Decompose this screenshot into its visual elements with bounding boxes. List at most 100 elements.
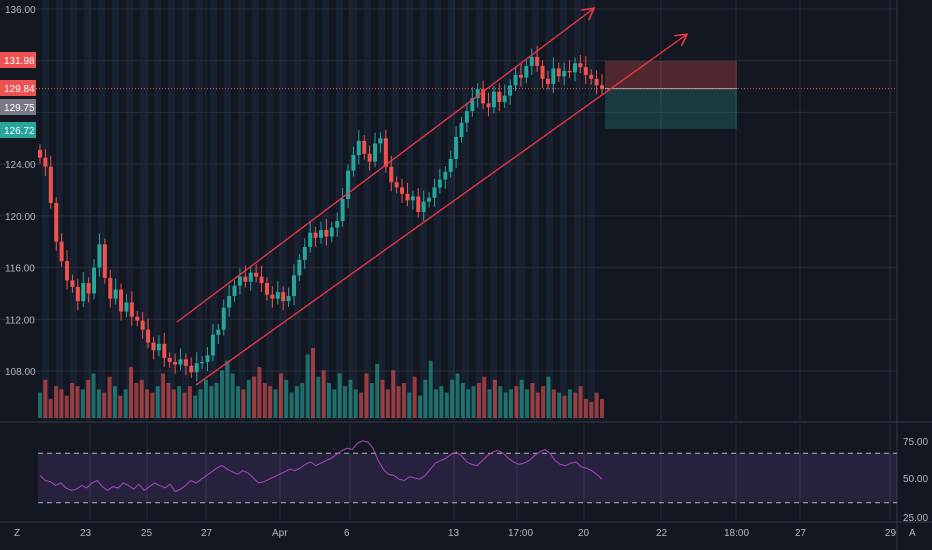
candle-body	[135, 316, 140, 321]
candle-body	[243, 276, 248, 282]
session-band	[588, 0, 595, 420]
candle-body	[281, 292, 286, 302]
volume-bar	[589, 402, 594, 418]
volume-bar	[316, 376, 321, 418]
candle-body	[513, 74, 518, 86]
candle-body	[437, 179, 442, 188]
session-band	[98, 0, 105, 420]
session-band	[574, 0, 581, 420]
candle-body	[535, 56, 540, 66]
session-band	[350, 0, 357, 420]
candle-body	[405, 193, 410, 201]
trend-channel[interactable]	[176, 9, 686, 386]
candle-body	[237, 276, 242, 286]
price-tag-bg	[0, 52, 36, 68]
candle-body	[259, 276, 264, 284]
session-band	[378, 0, 385, 420]
session-band	[518, 0, 525, 420]
volume-bar	[246, 379, 251, 418]
volume-bar	[503, 392, 508, 418]
candle-body	[545, 78, 550, 84]
volume-bar	[375, 363, 380, 418]
volume-bar	[257, 367, 262, 418]
volume-bar	[583, 398, 588, 418]
price-tick-label: 120.00	[5, 212, 36, 223]
candle-body	[275, 292, 280, 299]
volume-bar	[476, 383, 481, 418]
candle-body	[129, 302, 134, 317]
price-tick-label: 116.00	[5, 264, 35, 275]
volume-bar	[150, 392, 155, 418]
session-band	[504, 0, 511, 420]
volume-bar	[337, 373, 342, 418]
price-tag-label: 129.75	[4, 103, 35, 114]
position-box[interactable]	[605, 60, 737, 129]
volume-bar	[578, 386, 583, 418]
candle-body	[373, 143, 378, 162]
stop-zone	[605, 60, 737, 89]
candle-body	[264, 283, 269, 295]
volume-bar	[289, 392, 294, 418]
candle-body	[113, 289, 118, 299]
volume-bar	[466, 389, 471, 418]
volume-bar	[498, 386, 503, 418]
candle-body	[59, 241, 64, 262]
volume-bar	[460, 383, 465, 418]
session-band	[196, 0, 203, 420]
session-band	[182, 0, 189, 420]
candle-body	[297, 259, 302, 276]
volume-bar	[327, 383, 332, 418]
volume-bar	[182, 392, 187, 418]
volume-bar	[252, 376, 257, 418]
time-tick-label: 23	[80, 528, 92, 539]
time-tick-label: 6	[344, 528, 350, 539]
candle-body	[551, 68, 556, 84]
candle-body	[367, 153, 372, 162]
axes: 136.00 124.00 120.00 116.00 112.00 108.00 75.0…	[5, 5, 928, 539]
candle-body	[70, 280, 75, 287]
session-band	[336, 0, 343, 420]
candle-body	[210, 334, 215, 356]
volume-bar	[444, 392, 449, 418]
candle-body	[464, 111, 469, 123]
candle-body	[254, 272, 259, 277]
volume-bar	[273, 389, 278, 418]
volume-bar	[353, 389, 358, 418]
volume-bar	[80, 389, 85, 418]
session-band	[476, 0, 483, 420]
candle-body	[173, 361, 178, 365]
volume-bar	[423, 379, 428, 418]
candle-body	[389, 166, 394, 183]
volume-bar	[300, 383, 305, 418]
time-tick-label: 17:00	[508, 528, 533, 539]
volume-bar	[359, 392, 364, 418]
volume-bar	[450, 379, 455, 418]
volume-bar	[294, 386, 299, 418]
candle-body	[102, 244, 107, 278]
volume-bar	[535, 392, 540, 418]
volume-bar	[123, 389, 128, 418]
candle-body	[324, 230, 329, 237]
session-band	[560, 0, 567, 420]
session-band	[294, 0, 301, 420]
time-tick-label: 20	[578, 528, 590, 539]
candle-body	[302, 246, 307, 260]
session-band	[266, 0, 273, 420]
session-band	[112, 0, 119, 420]
session-band	[462, 0, 469, 420]
rsi-line	[39, 440, 603, 493]
candle-body	[556, 68, 561, 77]
session-band	[448, 0, 455, 420]
candle-body	[146, 329, 151, 343]
volume-bar	[198, 389, 203, 418]
volume-bar	[70, 383, 75, 418]
candle-body	[529, 56, 534, 66]
time-tick-label: 27	[201, 528, 213, 539]
volume-bar	[236, 386, 241, 418]
candle-body	[378, 138, 383, 144]
target-zone	[605, 88, 737, 129]
time-tick-label: 29	[885, 528, 897, 539]
candle-body	[119, 289, 124, 312]
volume-bar	[492, 379, 497, 418]
